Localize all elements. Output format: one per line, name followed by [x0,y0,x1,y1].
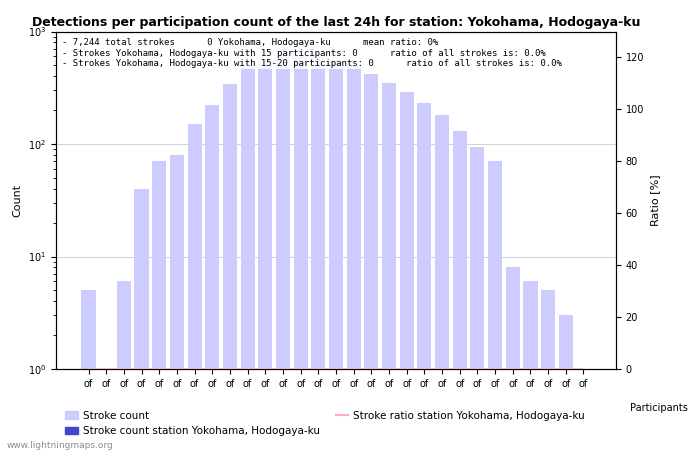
Bar [276,56,290,450]
Bar [329,60,343,450]
Bar [223,84,237,450]
Text: www.lightningmaps.org: www.lightningmaps.org [7,441,113,450]
Bar [470,147,484,450]
Bar [524,281,538,450]
Bar [99,369,113,450]
Bar [400,92,414,450]
Bar [453,131,467,450]
Bar [559,315,573,450]
Bar [241,68,255,450]
Bar [417,104,431,450]
Bar [505,267,520,450]
Bar [152,162,167,450]
Bar [364,74,379,450]
Bar [488,162,502,450]
Bar [346,65,360,450]
Bar [258,59,272,450]
Bar [541,290,555,450]
Bar [205,105,219,450]
Bar [188,124,202,450]
Bar [293,55,308,450]
Bar [382,83,396,450]
Text: - 7,244 total strokes      0 Yokohama, Hodogaya-ku      mean ratio: 0%
- Strokes: - 7,244 total strokes 0 Yokohama, Hodoga… [62,38,561,68]
Legend: Stroke count, Stroke count station Yokohama, Hodogaya-ku, Stroke ratio station Y: Stroke count, Stroke count station Yokoh… [61,407,589,440]
Text: Participants: Participants [630,403,688,413]
Y-axis label: Ratio [%]: Ratio [%] [650,175,660,226]
Bar [576,369,591,450]
Bar [170,155,184,450]
Y-axis label: Count: Count [13,184,22,217]
Bar [81,290,96,450]
Bar [134,189,148,450]
Bar [312,56,326,450]
Bar [117,281,131,450]
Title: Detections per participation count of the last 24h for station: Yokohama, Hodoga: Detections per participation count of th… [32,16,640,29]
Bar [435,115,449,450]
